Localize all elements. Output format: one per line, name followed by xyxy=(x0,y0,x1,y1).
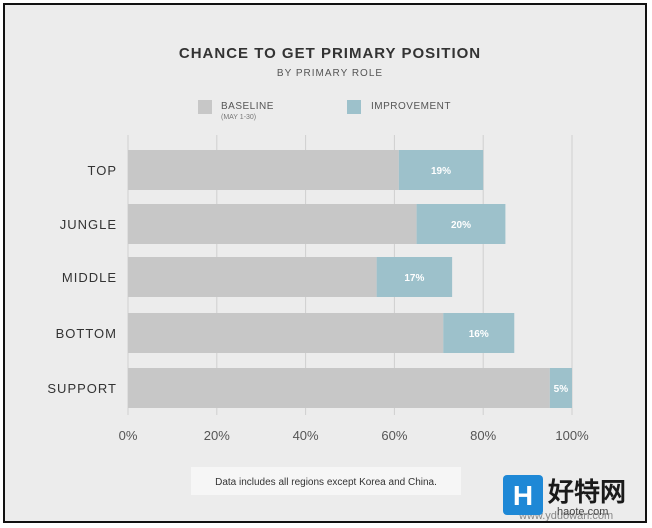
legend: BASELINE (MAY 1-30) IMPROVEMENT xyxy=(198,100,451,121)
watermark-faint-url: www.yduowan.com xyxy=(518,510,613,521)
bar-improvement xyxy=(549,368,572,408)
data-label: 19% xyxy=(431,166,451,177)
legend-swatch-improvement xyxy=(347,100,361,114)
chart: CHANCE TO GET PRIMARY POSITION BY PRIMAR… xyxy=(47,45,626,521)
chart-subtitle: BY PRIMARY ROLE xyxy=(277,68,383,79)
bar-baseline xyxy=(128,150,399,190)
x-tick-label: 60% xyxy=(381,428,407,443)
x-tick-labels: 0% 20% 40% 60% 80% 100% xyxy=(119,428,589,443)
watermark-cn-text: 好特网 xyxy=(547,477,626,507)
watermark-url: haote.com xyxy=(557,506,608,518)
legend-swatch-baseline xyxy=(198,100,212,114)
chart-frame: CHANCE TO GET PRIMARY POSITION BY PRIMAR… xyxy=(3,3,647,523)
bar-baseline xyxy=(128,257,377,297)
category-label: JUNGLE xyxy=(60,217,117,232)
bar-improvement xyxy=(416,204,506,244)
data-label: 16% xyxy=(469,329,489,340)
x-tick-label: 80% xyxy=(470,428,496,443)
legend-label-improvement: IMPROVEMENT xyxy=(371,101,451,112)
note-box: Data includes all regions except Korea a… xyxy=(191,467,461,495)
bar-improvement xyxy=(398,150,484,190)
legend-label-baseline: BASELINE xyxy=(221,101,274,112)
bar-improvement xyxy=(443,313,515,353)
watermark-logo-letter: H xyxy=(513,480,533,511)
legend-sublabel-baseline: (MAY 1-30) xyxy=(221,114,256,121)
bar-baseline xyxy=(128,313,444,353)
watermark: www.yduowan.com H 好特网 haote.com xyxy=(503,475,626,521)
data-label: 20% xyxy=(451,220,471,231)
data-label: 5% xyxy=(554,384,569,395)
data-label: 17% xyxy=(404,273,424,284)
note-box-bg xyxy=(191,467,461,495)
x-tick-label: 100% xyxy=(555,428,589,443)
x-tick-label: 40% xyxy=(293,428,319,443)
chart-title: CHANCE TO GET PRIMARY POSITION xyxy=(179,45,481,62)
bar-baseline xyxy=(128,368,550,408)
bar-improvement xyxy=(376,257,453,297)
category-label: BOTTOM xyxy=(56,326,117,341)
category-labels: TOP JUNGLE MIDDLE BOTTOM SUPPORT xyxy=(47,163,118,396)
category-label: TOP xyxy=(88,163,118,178)
x-tick-label: 20% xyxy=(204,428,230,443)
x-tick-label: 0% xyxy=(119,428,138,443)
category-label: MIDDLE xyxy=(62,270,117,285)
bars: 19% 20% 17% 16% 5% xyxy=(128,150,572,408)
note-text: Data includes all regions except Korea a… xyxy=(215,477,437,488)
category-label: SUPPORT xyxy=(47,381,117,396)
watermark-logo-icon xyxy=(503,475,543,515)
bar-baseline xyxy=(128,204,417,244)
